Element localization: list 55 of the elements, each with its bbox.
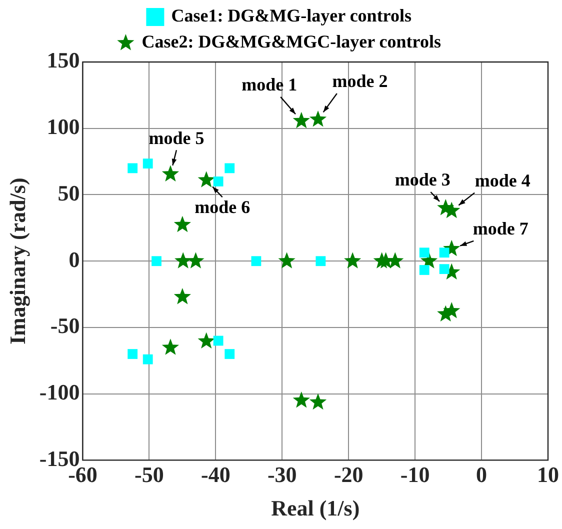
- x-tick-label: -20: [334, 462, 364, 488]
- point: [292, 391, 310, 408]
- annotation: mode 4: [474, 170, 530, 190]
- x-tick-label: 0: [476, 462, 488, 488]
- x-axis-title: Real (1/s): [271, 495, 360, 520]
- point: [309, 393, 327, 410]
- point: [174, 216, 191, 232]
- x-tick-label: -50: [134, 462, 164, 488]
- point: [419, 265, 430, 275]
- point: [162, 338, 180, 355]
- point: [142, 354, 153, 364]
- y-tick-label: 0: [68, 246, 80, 272]
- point: [128, 349, 138, 359]
- point: [152, 256, 162, 266]
- point: [174, 288, 191, 304]
- point: [213, 176, 224, 186]
- x-tick-label: -40: [200, 462, 230, 488]
- point: [224, 349, 235, 359]
- annotation: mode 3: [394, 170, 450, 190]
- point: [344, 252, 362, 268]
- y-tick-label: -100: [39, 380, 80, 405]
- annotation: mode 7: [472, 218, 528, 239]
- point: [213, 336, 224, 346]
- point: [292, 112, 310, 128]
- y-axis-title: Imaginary (rad/s): [4, 178, 30, 345]
- y-tick-label: 100: [46, 114, 80, 140]
- point: [251, 256, 262, 266]
- point: [162, 165, 180, 182]
- point: [142, 158, 153, 168]
- point: [198, 332, 215, 349]
- annotation: mode 5: [148, 128, 204, 148]
- annotation: mode 1: [242, 74, 298, 95]
- annotation: mode 6: [194, 196, 250, 217]
- point: [224, 163, 235, 174]
- y-tick-label: 50: [58, 180, 80, 206]
- point: [174, 252, 192, 268]
- point: [187, 252, 204, 268]
- x-tick-label: -10: [400, 462, 430, 488]
- legend-label: Case1: DG&MG-layer controls: [171, 6, 412, 26]
- legend-label: Case2: DG&MG&MGC-layer controls: [142, 32, 441, 52]
- x-tick-label: 10: [537, 462, 559, 488]
- point: [278, 252, 296, 268]
- point: [439, 248, 450, 258]
- point: [439, 264, 450, 274]
- point: [386, 252, 404, 268]
- point: [443, 302, 460, 318]
- y-tick-label: -50: [50, 313, 80, 338]
- point: [309, 110, 327, 127]
- y-tick-label: 150: [46, 48, 80, 73]
- point: [128, 163, 138, 174]
- point: [198, 171, 215, 188]
- annotation: mode 2: [332, 71, 388, 92]
- x-tick-label: -30: [267, 462, 297, 488]
- point: [316, 256, 326, 266]
- point: [419, 248, 430, 258]
